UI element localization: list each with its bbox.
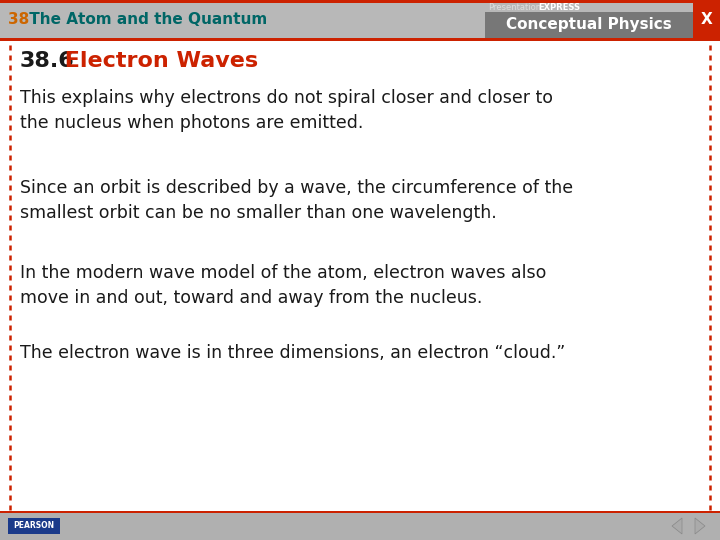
- Text: PEARSON: PEARSON: [14, 522, 55, 530]
- Text: EXPRESS: EXPRESS: [538, 3, 580, 11]
- Text: 38.6: 38.6: [20, 51, 75, 71]
- Text: Conceptual Physics: Conceptual Physics: [506, 17, 672, 32]
- Bar: [0, 41, 720, 512]
- Bar: [693, 0, 720, 38]
- Bar: [0, 0, 720, 38]
- Bar: [0, 512, 720, 540]
- Bar: [0, 38, 720, 41]
- Text: The electron wave is in three dimensions, an electron “cloud.”: The electron wave is in three dimensions…: [20, 344, 565, 362]
- Bar: [485, 12, 693, 38]
- Text: Presentation: Presentation: [488, 3, 541, 11]
- Polygon shape: [695, 518, 705, 534]
- Text: The Atom and the Quantum: The Atom and the Quantum: [24, 11, 267, 26]
- Text: This explains why electrons do not spiral closer and closer to
the nucleus when : This explains why electrons do not spira…: [20, 89, 553, 132]
- Text: 38: 38: [8, 11, 30, 26]
- Bar: [0, 511, 720, 513]
- Text: Since an orbit is described by a wave, the circumference of the
smallest orbit c: Since an orbit is described by a wave, t…: [20, 179, 573, 222]
- Polygon shape: [672, 518, 682, 534]
- Text: Electron Waves: Electron Waves: [57, 51, 258, 71]
- Text: In the modern wave model of the atom, electron waves also
move in and out, towar: In the modern wave model of the atom, el…: [20, 264, 546, 307]
- Bar: [0, 0, 720, 3]
- Text: X: X: [701, 11, 712, 26]
- Bar: [8, 518, 60, 534]
